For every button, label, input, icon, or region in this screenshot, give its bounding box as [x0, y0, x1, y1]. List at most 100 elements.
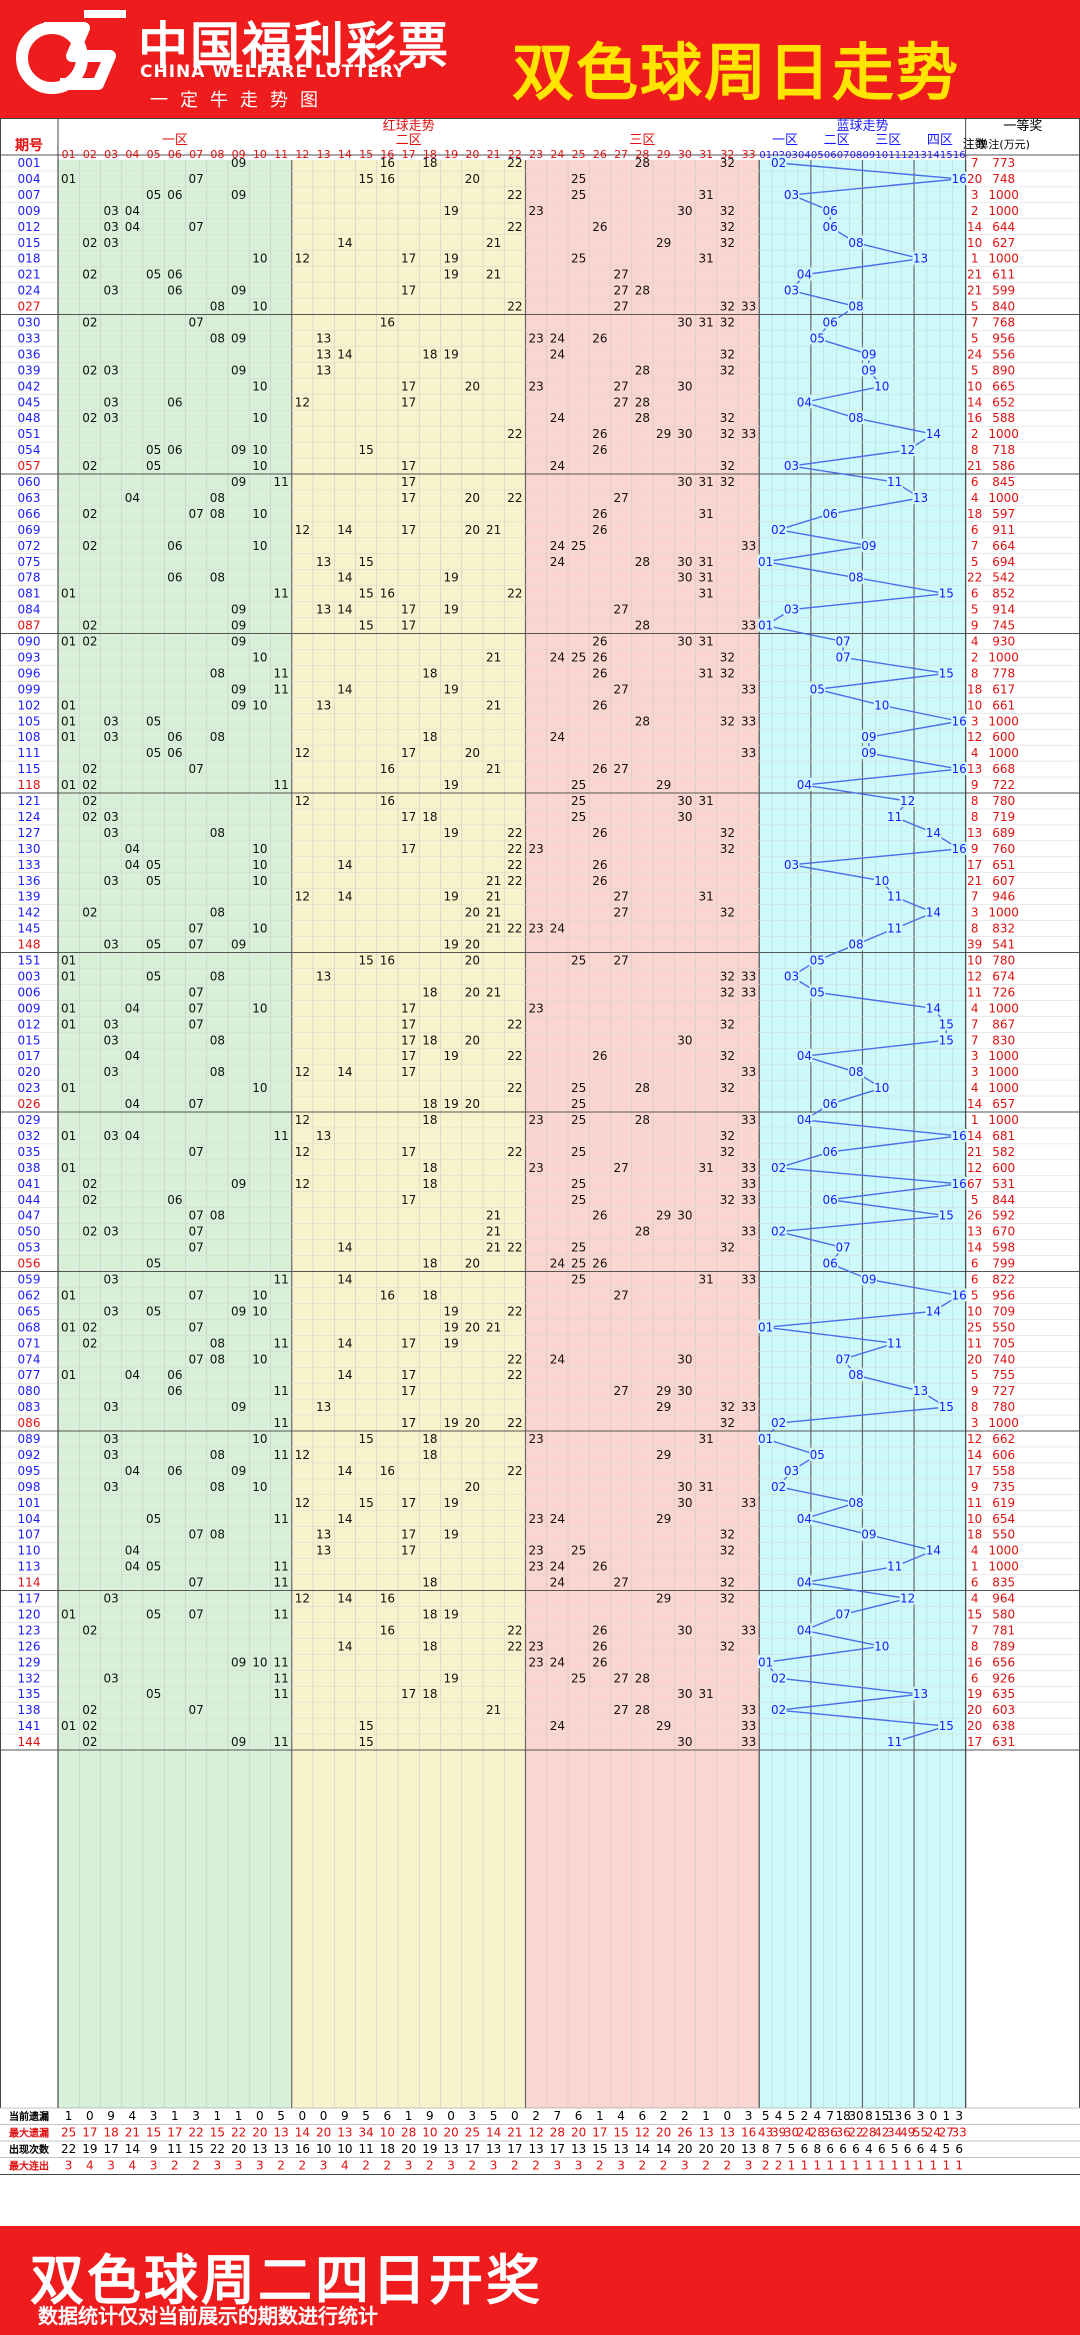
- red-ball: 31: [698, 252, 713, 266]
- issue-number: 001: [18, 156, 41, 170]
- red-ball: 30: [677, 1209, 692, 1223]
- red-ball: 29: [656, 1209, 671, 1223]
- issue-number: 060: [18, 475, 41, 489]
- issue-number: 062: [18, 1288, 41, 1302]
- stat-value: 3: [745, 2109, 753, 2123]
- stat-value: 3: [320, 2159, 328, 2173]
- red-ball: 08: [210, 906, 225, 920]
- stat-value: 22: [61, 2142, 76, 2156]
- red-ball: 20: [465, 1033, 480, 1047]
- blue-ball: 08: [848, 938, 863, 952]
- stat-value: 3: [955, 2109, 963, 2123]
- blue-ball-bg: [951, 841, 968, 855]
- red-ball: 20: [465, 379, 480, 393]
- stat-value: 2: [801, 2109, 809, 2123]
- red-ball: 04: [125, 1560, 140, 1574]
- red-ball: 08: [210, 1448, 225, 1462]
- red-ball: 19: [443, 347, 458, 361]
- blue-ball-bg: [886, 475, 903, 488]
- prize-amount: 755: [992, 1368, 1015, 1382]
- blue-ball: 02: [771, 1703, 786, 1717]
- red-ball: 06: [167, 1193, 182, 1207]
- blue-col-label: 03: [785, 150, 798, 161]
- blue-ball-bg: [938, 1400, 955, 1414]
- blue-ball: 01: [758, 1320, 773, 1334]
- prize-count: 4: [971, 491, 979, 505]
- red-ball: 23: [528, 1544, 543, 1558]
- red-ball: 10: [252, 842, 267, 856]
- red-ball: 02: [82, 619, 97, 633]
- red-ball: 08: [210, 491, 225, 505]
- stat-value: 1: [171, 2109, 179, 2123]
- blue-ball: 15: [939, 1209, 954, 1223]
- red-ball: 32: [720, 1241, 735, 1255]
- prize-count: 5: [971, 363, 979, 377]
- red-ball: 01: [61, 730, 76, 744]
- prize-amount: 558: [992, 1464, 1015, 1478]
- red-ball: 07: [188, 1145, 203, 1159]
- stat-value: 14: [635, 2142, 650, 2156]
- stat-value: 25: [465, 2126, 480, 2140]
- red-ball: 03: [103, 395, 118, 409]
- stat-value: 15: [188, 2142, 203, 2156]
- blue-ball: 10: [874, 1081, 889, 1095]
- stat-value: 13: [887, 2109, 902, 2123]
- red-ball: 30: [677, 475, 692, 489]
- prize-amount: 956: [992, 331, 1015, 345]
- stat-value: 20: [443, 2126, 458, 2140]
- issue-number: 020: [18, 1065, 41, 1079]
- red-ball: 26: [592, 874, 607, 888]
- stat-value: 4: [930, 2142, 938, 2156]
- blue-ball-bg: [822, 506, 839, 520]
- red-ball: 30: [677, 1352, 692, 1366]
- red-ball: 17: [401, 1001, 416, 1015]
- red-ball: 16: [380, 172, 395, 186]
- stat-value: 5: [891, 2142, 899, 2156]
- blue-ball-bg: [886, 889, 903, 903]
- red-ball: 11: [273, 587, 288, 601]
- blue-ball-bg: [873, 379, 890, 393]
- red-ball: 18: [422, 1161, 437, 1175]
- red-ball: 30: [677, 1496, 692, 1510]
- red-ball: 17: [401, 1336, 416, 1350]
- blue-ball: 08: [848, 300, 863, 314]
- red-ball: 04: [125, 1049, 140, 1063]
- red-ball: 20: [465, 1320, 480, 1334]
- red-ball: 05: [146, 1257, 161, 1271]
- red-ball: 09: [231, 284, 246, 298]
- prize-count: 6: [971, 1671, 979, 1685]
- prize-amount: 582: [992, 1145, 1015, 1159]
- blue-col-label: 09: [863, 150, 876, 161]
- red-ball: 20: [465, 938, 480, 952]
- red-ball: 32: [720, 666, 735, 680]
- blue-ball-bg: [809, 985, 826, 999]
- red-ball: 02: [82, 1336, 97, 1350]
- red-ball: 03: [103, 1671, 118, 1685]
- red-ball: 03: [103, 714, 118, 728]
- red-ball: 19: [443, 1304, 458, 1318]
- red-ball: 31: [698, 1480, 713, 1494]
- blue-ball: 02: [771, 156, 786, 170]
- red-ball: 12: [295, 1113, 310, 1127]
- red-ball: 06: [167, 284, 182, 298]
- stat-value: 14: [295, 2126, 310, 2140]
- red-ball: 07: [188, 762, 203, 776]
- stat-value: 3: [469, 2109, 477, 2123]
- red-ball: 07: [188, 1288, 203, 1302]
- prize-amount: 726: [992, 985, 1015, 999]
- red-ball: 30: [677, 1384, 692, 1398]
- red-ball: 11: [273, 778, 288, 792]
- red-ball: 06: [167, 443, 182, 457]
- prize-amount: 1000: [988, 204, 1019, 218]
- prize-amount: 735: [992, 1480, 1015, 1494]
- stat-value: 20: [720, 2142, 735, 2156]
- red-ball: 17: [401, 475, 416, 489]
- blue-ball: 11: [887, 1735, 902, 1749]
- prize-amount: 668: [992, 762, 1015, 776]
- issue-number: 120: [18, 1607, 41, 1621]
- red-ball: 07: [188, 1209, 203, 1223]
- blue-ball: 04: [797, 268, 812, 282]
- red-ball: 28: [635, 1703, 650, 1717]
- red-zone3-header: 三区: [629, 133, 655, 148]
- stat-value: 12: [635, 2126, 650, 2140]
